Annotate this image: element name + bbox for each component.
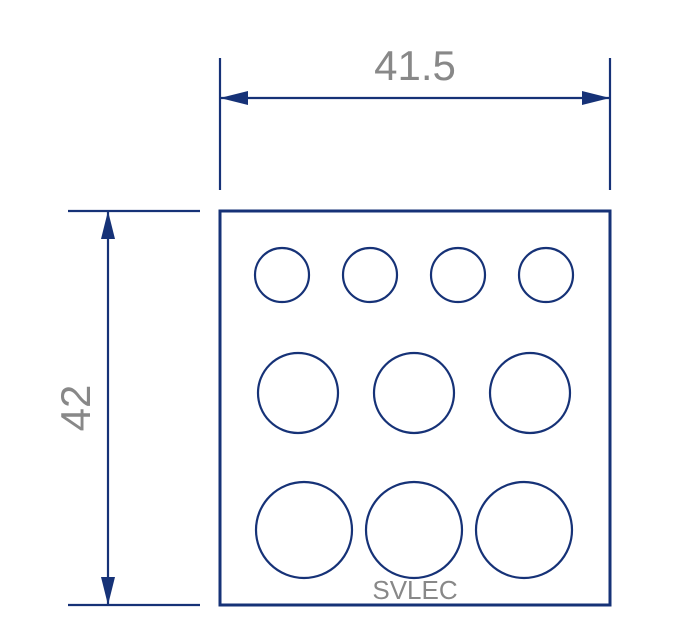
hole-circle-9 <box>476 482 572 578</box>
hole-circle-7 <box>256 482 352 578</box>
hole-circle-6 <box>490 353 570 433</box>
outer-square <box>220 211 610 605</box>
drawing-canvas: 41.5 42 SVLEC <box>0 0 676 631</box>
arrow-left-icon <box>220 91 248 105</box>
hole-circle-5 <box>374 353 454 433</box>
arrow-up-icon <box>101 211 115 239</box>
hole-circle-2 <box>431 248 485 302</box>
hole-circle-3 <box>519 248 573 302</box>
hole-circle-1 <box>343 248 397 302</box>
arrow-down-icon <box>101 577 115 605</box>
watermark-text: SVLEC <box>372 575 457 605</box>
hole-circle-4 <box>258 353 338 433</box>
arrow-right-icon <box>582 91 610 105</box>
height-label: 42 <box>52 385 99 432</box>
width-label: 41.5 <box>374 42 456 89</box>
hole-circle-0 <box>255 248 309 302</box>
hole-circle-8 <box>366 482 462 578</box>
